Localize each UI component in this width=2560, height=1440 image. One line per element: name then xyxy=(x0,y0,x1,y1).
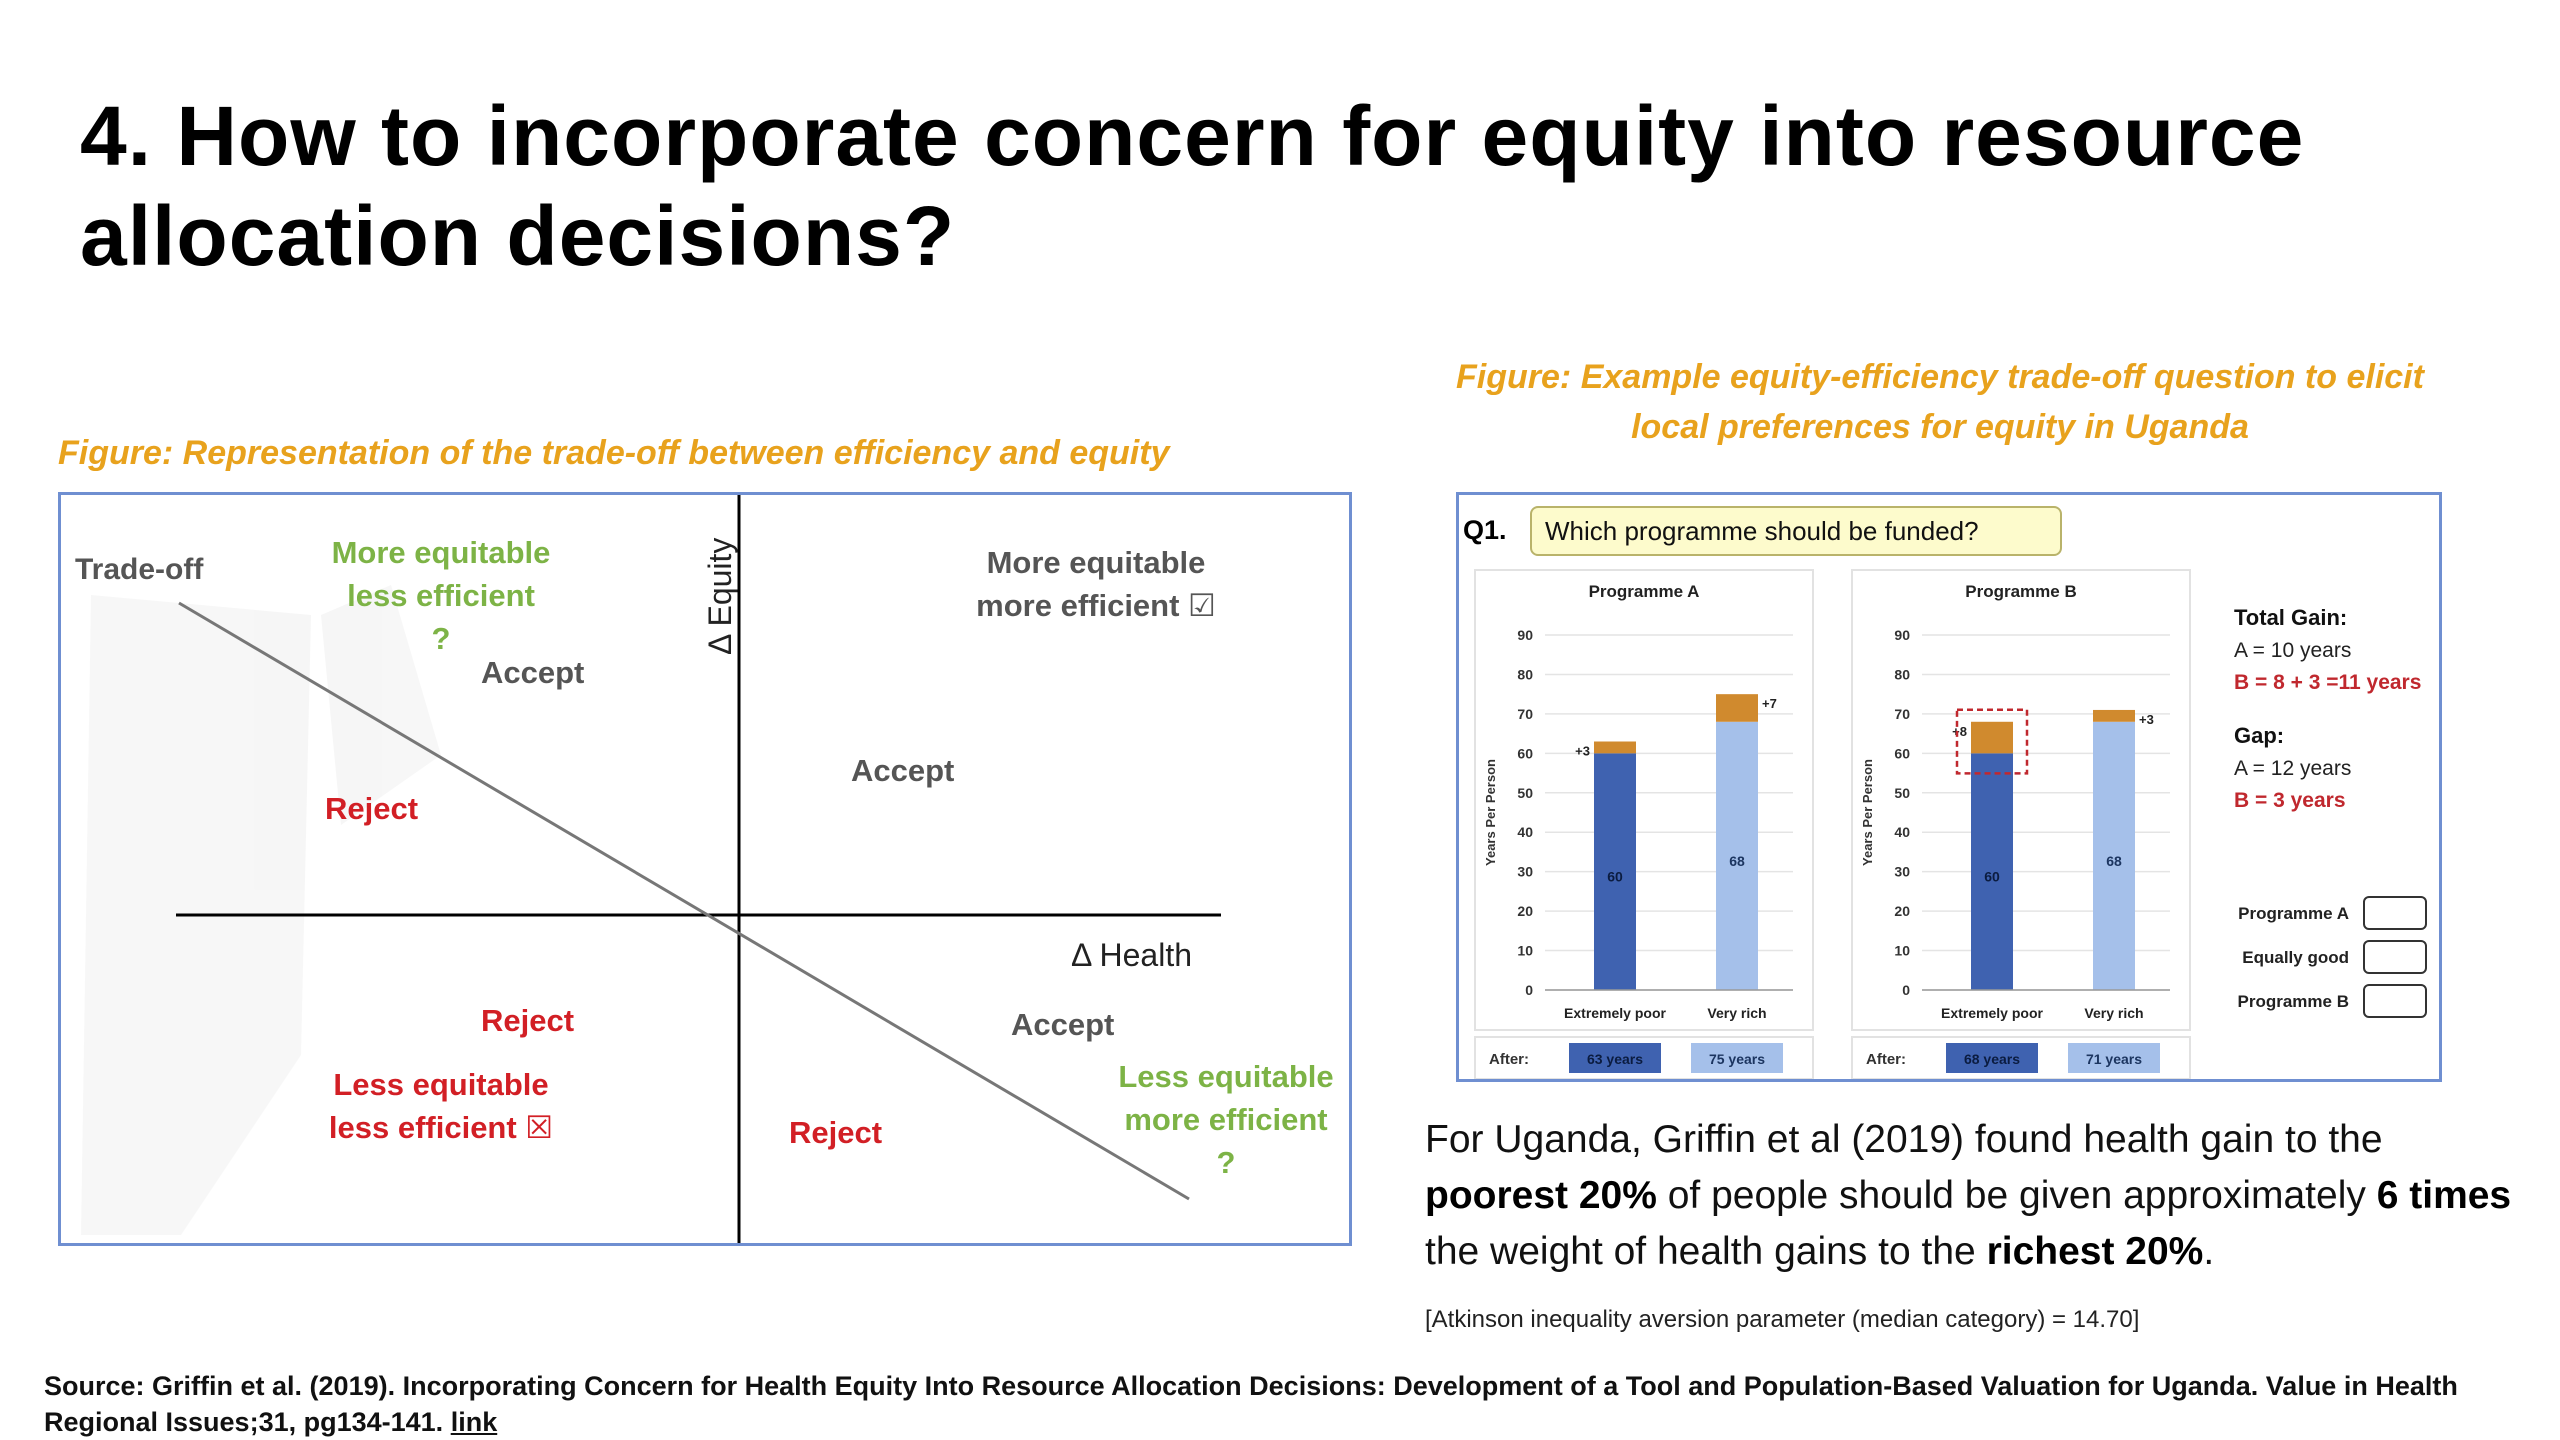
after-value-box xyxy=(1691,1043,1783,1073)
option-checkbox[interactable] xyxy=(2363,896,2427,930)
y-tick-label: 50 xyxy=(1517,785,1533,801)
quadrant-accept-label: Accept xyxy=(481,655,585,690)
y-tick-label: 10 xyxy=(1894,943,1910,959)
bar-gain-label: +8 xyxy=(1952,724,1967,739)
y-tick-label: 80 xyxy=(1517,666,1533,682)
y-tick-label: 50 xyxy=(1894,785,1910,801)
y-tick-label: 80 xyxy=(1894,666,1910,682)
y-tick-label: 90 xyxy=(1894,627,1910,643)
total-gain-heading: Total Gain: xyxy=(2234,605,2347,630)
page-title: 4. How to incorporate concern for equity… xyxy=(80,89,2305,283)
programme-comparison-charts: Q1. Which programme should be funded? Prog… xyxy=(1463,506,2427,1079)
quadrant-accept-label: Accept xyxy=(851,753,955,788)
equity-axis-label: Δ Equity xyxy=(702,537,738,655)
tradeoff-label: Trade-off xyxy=(75,553,204,586)
option-label: Equally good xyxy=(2242,948,2349,967)
bar-gain-label: +3 xyxy=(2139,712,2154,727)
after-label: After: xyxy=(1489,1051,1529,1068)
bar-gain-label: +3 xyxy=(1575,744,1590,759)
category-label: Extremely poor xyxy=(1941,1005,2043,1021)
bar-gain xyxy=(1971,721,2013,754)
bar-base-label: 68 xyxy=(2106,853,2122,869)
y-tick-label: 60 xyxy=(1894,745,1910,761)
gap-a: A = 12 years xyxy=(2234,757,2351,780)
y-tick-label: 60 xyxy=(1517,745,1533,761)
y-tick-label: 70 xyxy=(1894,706,1910,722)
quadrant-accept-label: Accept xyxy=(1011,1007,1115,1042)
y-tick-label: 30 xyxy=(1894,864,1910,880)
after-value: 63 years xyxy=(1587,1051,1643,1067)
left-figure-caption: Figure: Representation of the trade-off … xyxy=(58,434,1170,472)
source-citation: Source: Griffin et al. (2019). Incorpora… xyxy=(44,1371,2458,1437)
tradeoff-line xyxy=(178,601,1190,1201)
question-number: Q1. xyxy=(1463,515,1507,545)
after-row xyxy=(1851,1036,2191,1079)
y-axis-label: Years Per Person xyxy=(1483,759,1498,866)
quadrant-less-equitable-less-efficient: Less equitable less efficient ☒ xyxy=(328,1067,554,1145)
gain-highlight-box xyxy=(1955,708,2029,775)
bar-gain xyxy=(1594,741,1636,754)
bar-gain-label: +7 xyxy=(1762,696,1777,711)
quadrant-lines xyxy=(81,495,1221,1243)
option-checkbox[interactable] xyxy=(2363,984,2427,1018)
bar-baseline xyxy=(2093,721,2135,990)
after-value-box xyxy=(1946,1043,2038,1073)
option-checkbox[interactable] xyxy=(2363,940,2427,974)
bar-base-label: 68 xyxy=(1729,853,1745,869)
after-value-box xyxy=(2068,1043,2160,1073)
after-row xyxy=(1474,1036,1814,1079)
y-tick-label: 70 xyxy=(1517,706,1533,722)
y-tick-label: 90 xyxy=(1517,627,1533,643)
after-value: 75 years xyxy=(1709,1051,1765,1067)
after-value-box xyxy=(1569,1043,1661,1073)
bar-base-label: 60 xyxy=(1607,869,1623,885)
after-value: 68 years xyxy=(1964,1051,2020,1067)
total-gain-a: A = 10 years xyxy=(2234,639,2351,662)
y-tick-label: 0 xyxy=(1902,982,1910,998)
atkinson-note: [Atkinson inequality aversion parameter … xyxy=(1425,1306,2140,1333)
after-value: 71 years xyxy=(2086,1051,2142,1067)
quadrant-more-equitable-more-efficient: More equitable more efficient ☑ xyxy=(976,545,1216,623)
quadrant-more-equitable-less-efficient: More equitable less efficient ? xyxy=(331,535,551,656)
finding-paragraph: For Uganda, Griffin et al (2019) found h… xyxy=(1425,1118,2512,1273)
y-tick-label: 0 xyxy=(1525,982,1533,998)
chart-title: Programme B xyxy=(1965,582,2076,601)
bar-base-label: 60 xyxy=(1984,869,2000,885)
bar-baseline xyxy=(1971,753,2013,990)
bar-gain xyxy=(2093,709,2135,722)
option-label: Programme B xyxy=(2238,992,2349,1011)
quadrant-reject-label: Reject xyxy=(789,1115,883,1150)
bar-gain xyxy=(1716,694,1758,722)
source-link[interactable]: link xyxy=(450,1407,498,1437)
after-label: After: xyxy=(1866,1051,1906,1068)
y-axis-label: Years Per Person xyxy=(1860,759,1875,866)
y-tick-label: 30 xyxy=(1517,864,1533,880)
bar-baseline xyxy=(1594,753,1636,990)
bar-baseline xyxy=(1716,721,1758,990)
category-label: Very rich xyxy=(2084,1005,2143,1021)
y-tick-label: 40 xyxy=(1894,824,1910,840)
quadrant-less-equitable-more-efficient: Less equitable more efficient ? xyxy=(1118,1059,1334,1180)
option-label: Programme A xyxy=(2238,904,2349,923)
y-tick-label: 10 xyxy=(1517,943,1533,959)
tradeoff-quadrant-diagram: Trade-off Δ Equity Δ Health More equitab… xyxy=(58,492,1352,1246)
right-figure-caption: Figure: Example equity-efficiency trade-… xyxy=(1456,358,2424,446)
gap-heading: Gap: xyxy=(2234,723,2284,748)
quadrant-reject-label: Reject xyxy=(481,1003,575,1038)
category-label: Extremely poor xyxy=(1564,1005,1666,1021)
question-text: Which programme should be funded? xyxy=(1545,516,1979,546)
y-tick-label: 20 xyxy=(1894,903,1910,919)
total-gain-b: B = 8 + 3 =11 years xyxy=(2234,671,2421,694)
gap-b: B = 3 years xyxy=(2234,789,2346,812)
y-tick-label: 20 xyxy=(1517,903,1533,919)
question-box xyxy=(1530,506,2062,556)
y-tick-label: 40 xyxy=(1517,824,1533,840)
quadrant-reject-label: Reject xyxy=(325,791,419,826)
health-axis-label: Δ Health xyxy=(1071,937,1192,973)
category-label: Very rich xyxy=(1707,1005,1766,1021)
chart-title: Programme A xyxy=(1589,582,1700,601)
equity-question-figure: Q1. Which programme should be funded? Prog… xyxy=(1456,492,2442,1082)
